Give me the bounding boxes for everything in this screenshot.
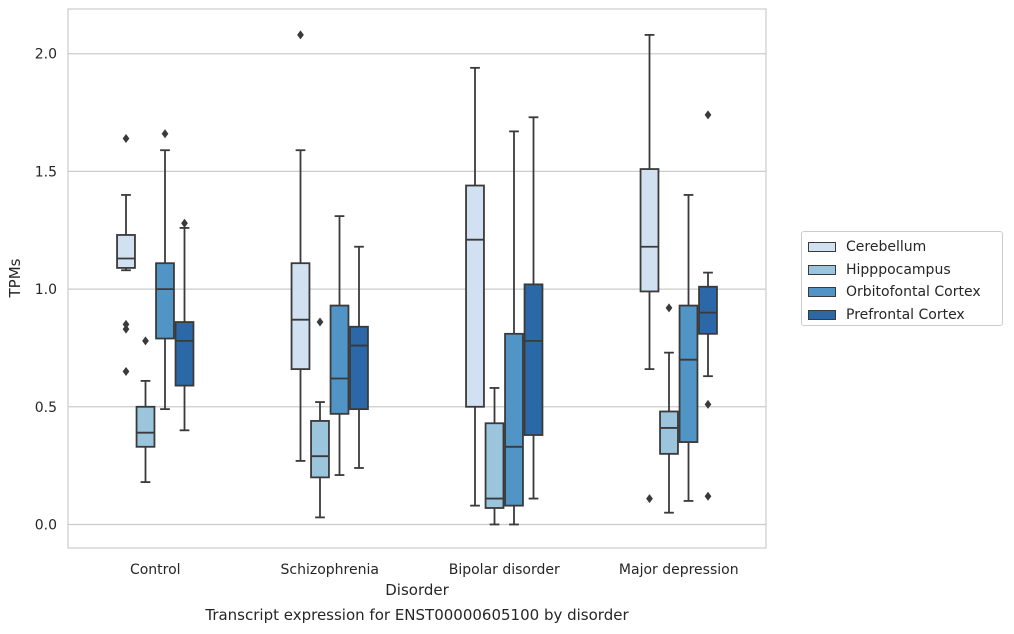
box-iqr <box>504 332 524 507</box>
outlier-point <box>646 494 653 504</box>
box-iqr <box>698 285 718 335</box>
outlier-point <box>122 133 130 143</box>
legend-item-hippocampus: Hipppocampus <box>808 259 1002 282</box>
legend-item-cerebellum: Cerebellum <box>808 236 1002 259</box>
outlier-point <box>704 399 712 409</box>
y-axis-label: TPMs <box>6 258 24 298</box>
box-cerebellum <box>290 30 311 462</box>
legend-swatch <box>808 242 836 253</box>
outlier-point <box>665 303 673 313</box>
box-iqr <box>484 422 505 509</box>
legend-swatch <box>808 310 836 321</box>
box-cerebellum <box>639 33 660 504</box>
box-iqr <box>116 234 136 269</box>
x-tick-label: Bipolar disorder <box>449 562 560 578</box>
legend-label: Prefrontal Cortex <box>846 307 965 324</box>
y-tick-labels: 0.0 0.5 1.0 1.5 2.0 <box>35 47 57 534</box>
outlier-point <box>122 366 130 376</box>
outlier-point <box>704 491 712 501</box>
box-prefrontal-cortex <box>349 245 369 469</box>
box-orbitofontal-cortex <box>155 129 175 411</box>
box-iqr <box>290 262 311 371</box>
y-tick-label: 1.0 <box>35 282 57 298</box>
outlier-point <box>297 30 304 40</box>
outlier-point <box>316 317 324 327</box>
x-tick-labels: Control Schizophrenia Bipolar disorder Majo… <box>130 562 739 578</box>
box-hipppocampus <box>659 303 679 514</box>
box-iqr <box>174 321 195 387</box>
outlier-point <box>142 336 149 346</box>
outlier-point <box>122 319 130 329</box>
box-prefrontal-cortex <box>523 116 544 500</box>
legend-label: Hipppocampus <box>846 261 951 278</box>
legend: Cerebellum Hipppocampus Orbitofontal Cor… <box>801 231 1003 326</box>
outlier-point <box>122 324 130 334</box>
y-tick-label: 1.5 <box>35 164 57 180</box>
x-axis-label: Disorder <box>385 581 449 599</box>
box-prefrontal-cortex <box>174 218 195 432</box>
box-orbitofontal-cortex <box>678 194 699 502</box>
y-tick-label: 0.0 <box>35 517 57 533</box>
box-hipppocampus <box>135 336 156 483</box>
x-tick-label: Major depression <box>619 562 739 578</box>
legend-label: Cerebellum <box>846 239 927 256</box>
legend-item-prefrontal-cortex: Prefrontal Cortex <box>808 304 1002 327</box>
legend-label: Orbitofontal Cortex <box>846 284 981 301</box>
box-orbitofontal-cortex <box>504 130 524 526</box>
box-prefrontal-cortex <box>698 110 718 501</box>
legend-swatch <box>808 264 836 275</box>
x-tick-label: Control <box>130 562 181 578</box>
box-iqr <box>678 304 699 443</box>
chart-caption: Transcript expression for ENST0000060510… <box>205 606 629 624</box>
box-iqr <box>465 184 485 408</box>
outlier-point <box>704 110 712 120</box>
box-orbitofontal-cortex <box>329 215 350 476</box>
box-iqr <box>135 405 156 448</box>
legend-swatch <box>808 287 836 298</box>
box-iqr <box>329 304 350 415</box>
y-tick-label: 2.0 <box>35 47 57 63</box>
box-iqr <box>310 419 330 479</box>
box-cerebellum <box>465 66 485 507</box>
legend-item-orbitofrontal-cortex: Orbitofontal Cortex <box>808 281 1002 304</box>
box-iqr <box>639 168 660 293</box>
x-tick-label: Schizophrenia <box>281 562 379 578</box>
box-hipppocampus <box>484 387 505 526</box>
box-iqr <box>349 325 369 411</box>
outlier-point <box>181 218 188 228</box>
y-tick-label: 0.5 <box>35 400 57 416</box>
box-hipppocampus <box>310 317 330 519</box>
box-iqr <box>523 283 544 436</box>
outlier-point <box>161 129 169 139</box>
box-iqr <box>155 262 175 340</box>
plot-frame <box>67 8 767 549</box>
box-plots <box>116 30 718 526</box>
box-cerebellum <box>116 133 136 376</box>
box-iqr <box>659 410 679 455</box>
